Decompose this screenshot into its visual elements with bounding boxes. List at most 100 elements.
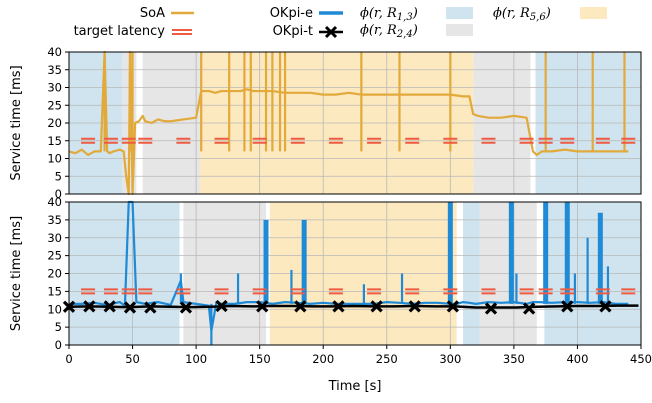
xtick-label-0: 0 bbox=[65, 352, 72, 366]
ytick-label-5: 5 bbox=[55, 169, 62, 183]
target-marker-6 bbox=[252, 137, 267, 144]
okpi-t-marker-13 bbox=[484, 302, 498, 315]
okpi-t-marker-11 bbox=[408, 300, 421, 313]
okpi-t-marker-9 bbox=[332, 300, 345, 313]
y-axis-title: Service time [ms] bbox=[9, 216, 24, 331]
target-marker-16 bbox=[595, 137, 610, 144]
legend-label-okpi-t: OKpi-t bbox=[273, 24, 313, 39]
ytick-label-15: 15 bbox=[47, 284, 62, 298]
legend-swatch-phi24 bbox=[446, 24, 473, 36]
legend-phi56-sub: 5,6 bbox=[530, 12, 547, 23]
target-marker-9 bbox=[367, 288, 382, 295]
xtick-label-150: 150 bbox=[249, 352, 271, 366]
ytick-label-20: 20 bbox=[47, 116, 62, 130]
target-marker-7 bbox=[290, 288, 305, 295]
ytick-label-20: 20 bbox=[47, 267, 62, 281]
okpi-t-marker-5 bbox=[179, 301, 193, 314]
target-marker-15 bbox=[560, 288, 575, 295]
target-marker-10 bbox=[405, 137, 420, 144]
ytick-label-0: 0 bbox=[55, 338, 62, 352]
okpi-t-marker-14 bbox=[523, 302, 536, 315]
target-marker-4 bbox=[176, 137, 191, 144]
legend-swatch-target bbox=[172, 29, 192, 35]
top-panel: 0 5 10 15 20 25 30 35 40 Service time [ms] bbox=[9, 45, 642, 201]
legend-phi56-base: ϕ(r, R bbox=[493, 6, 530, 21]
okpi-t-marker-2 bbox=[103, 300, 116, 313]
target-marker-10 bbox=[405, 288, 420, 295]
target-marker-14 bbox=[538, 288, 553, 295]
legend-swatch-phi13 bbox=[446, 7, 473, 19]
target-marker-12 bbox=[481, 288, 496, 295]
target-marker-13 bbox=[519, 288, 534, 295]
okpi-t-marker-8 bbox=[294, 300, 307, 313]
okpi-t-marker-6 bbox=[215, 299, 228, 313]
xtick-label-250: 250 bbox=[376, 352, 398, 366]
legend-swatch-okpi-t bbox=[319, 25, 343, 39]
target-marker-11 bbox=[443, 137, 458, 144]
legend-label-okpi-e: OKpi-e bbox=[270, 6, 313, 21]
okpi-t-marker-3 bbox=[123, 301, 137, 314]
ytick-label-5: 5 bbox=[55, 320, 62, 334]
target-marker-8 bbox=[328, 288, 343, 295]
target-marker-15 bbox=[560, 137, 575, 144]
legend-label-phi24: ϕ(r, R2,4) bbox=[360, 23, 418, 40]
xtick-label-50: 50 bbox=[125, 352, 140, 366]
legend-phi13-close: ) bbox=[412, 6, 418, 21]
x-axis-title: Time [s] bbox=[328, 379, 382, 394]
target-marker-3 bbox=[138, 288, 153, 295]
legend-label-target: target latency bbox=[74, 24, 166, 39]
ytick-label-25: 25 bbox=[47, 249, 62, 263]
xtick-label-200: 200 bbox=[312, 352, 334, 366]
legend-phi24-base: ϕ(r, R bbox=[360, 23, 397, 38]
target-marker-16 bbox=[595, 288, 610, 295]
legend-phi24-close: ) bbox=[412, 23, 418, 38]
y-axis-title: Service time [ms] bbox=[9, 65, 24, 180]
ytick-label-15: 15 bbox=[47, 134, 62, 148]
target-marker-1 bbox=[103, 288, 118, 295]
svg-text:ϕ(r, R1,3): ϕ(r, R1,3) bbox=[360, 6, 418, 23]
target-marker-7 bbox=[290, 137, 305, 144]
target-marker-4 bbox=[176, 288, 191, 295]
bottom-panel: 0 5 10 15 20 25 30 35 40 Service time [ms] 0 50 100 1… bbox=[9, 195, 652, 394]
target-marker-17 bbox=[621, 137, 636, 144]
legend: SoA target latency OKpi-e OKpi-t ϕ(r, R1… bbox=[74, 6, 607, 40]
target-marker-5 bbox=[214, 137, 229, 144]
target-marker-6 bbox=[252, 288, 267, 295]
xtick-label-400: 400 bbox=[566, 352, 588, 366]
xtick-label-300: 300 bbox=[439, 352, 461, 366]
okpi-t-marker-16 bbox=[599, 300, 612, 313]
target-marker-2 bbox=[121, 137, 136, 144]
okpi-t-marker-12 bbox=[446, 300, 460, 313]
target-marker-11 bbox=[443, 288, 458, 295]
target-marker-2 bbox=[121, 288, 136, 295]
ytick-label-40: 40 bbox=[47, 45, 62, 59]
ytick-label-30: 30 bbox=[47, 81, 62, 95]
ytick-label-30: 30 bbox=[47, 231, 62, 245]
target-marker-12 bbox=[481, 137, 496, 144]
ytick-label-25: 25 bbox=[47, 98, 62, 112]
xtick-label-350: 350 bbox=[503, 352, 525, 366]
target-marker-0 bbox=[81, 288, 96, 295]
target-marker-14 bbox=[538, 137, 553, 144]
legend-phi24-sub: 2,4 bbox=[396, 29, 413, 40]
target-marker-17 bbox=[621, 288, 636, 295]
xtick-label-450: 450 bbox=[630, 352, 652, 366]
okpi-t-marker-1 bbox=[83, 300, 96, 313]
ytick-label-10: 10 bbox=[47, 302, 62, 316]
ytick-label-35: 35 bbox=[47, 63, 62, 77]
okpi-t-marker-15 bbox=[561, 300, 574, 313]
series-okpi-t bbox=[68, 304, 639, 309]
series-soa bbox=[68, 50, 629, 196]
target-marker-0 bbox=[81, 137, 96, 144]
svg-text:ϕ(r, R2,4): ϕ(r, R2,4) bbox=[360, 23, 418, 40]
ytick-label-0: 0 bbox=[55, 187, 62, 201]
legend-swatch-phi56 bbox=[580, 7, 607, 19]
ytick-label-35: 35 bbox=[47, 213, 62, 227]
target-marker-1 bbox=[103, 137, 118, 144]
legend-label-phi56: ϕ(r, R5,6) bbox=[493, 6, 551, 23]
svg-text:ϕ(r, R5,6): ϕ(r, R5,6) bbox=[493, 6, 551, 23]
target-marker-8 bbox=[328, 137, 343, 144]
legend-label-soa: SoA bbox=[140, 6, 165, 21]
ytick-label-10: 10 bbox=[47, 152, 62, 166]
